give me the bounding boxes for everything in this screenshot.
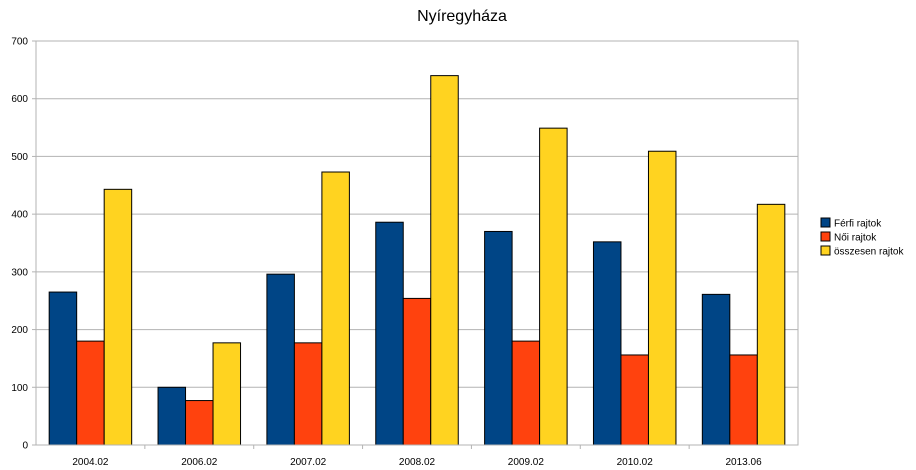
bar-összesen-rajtok-2010.02 [647, 150, 677, 446]
bar-női-rajtok-2009.02 [511, 340, 541, 446]
plot-area-border [35, 40, 799, 446]
bar-összesen-rajtok-2013.06 [756, 203, 786, 446]
legend-swatch [820, 245, 831, 256]
bar-női-rajtok-2007.02 [293, 342, 323, 446]
bar-női-rajtok-2008.02 [402, 297, 432, 446]
bar-női-rajtok-2006.02 [185, 400, 214, 446]
bar-női-rajtok-2013.06 [729, 354, 758, 446]
legend-swatch [820, 217, 831, 228]
legend: Férfi rajtok Női rajtok összesen rajtok [820, 217, 904, 258]
bars [48, 75, 786, 446]
x-tick-label: 2009.02 [508, 457, 545, 468]
x-axis-ticks: 2004.02 2006.02 2007.02 2008.02 2009.02 2010.… [72, 445, 762, 468]
x-tick-label: 2006.02 [181, 457, 218, 468]
chart-title: Nyíregyháza [417, 8, 507, 25]
legend-label: Női rajtok [834, 233, 877, 244]
y-tick-label: 100 [11, 383, 28, 394]
bar-női-rajtok-2010.02 [620, 354, 649, 446]
x-tick-label: 2008.02 [399, 457, 436, 468]
y-tick-label: 600 [11, 94, 28, 105]
bar-férfi-rajtok-2004.02 [48, 291, 78, 446]
bar-összesen-rajtok-2004.02 [103, 188, 133, 446]
x-tick-label: 2004.02 [72, 457, 109, 468]
bar-férfi-rajtok-2009.02 [484, 230, 513, 446]
y-tick-label: 400 [11, 210, 28, 221]
y-tick-label: 200 [11, 325, 28, 336]
bar-összesen-rajtok-2009.02 [539, 127, 568, 446]
bar-férfi-rajtok-2010.02 [592, 241, 622, 446]
x-tick-label: 2007.02 [290, 457, 327, 468]
legend-swatch [820, 231, 831, 242]
y-tick-label: 300 [11, 267, 28, 278]
y-tick-label: 500 [11, 152, 28, 163]
bar-összesen-rajtok-2006.02 [212, 342, 242, 446]
bar-összesen-rajtok-2007.02 [321, 171, 350, 446]
y-tick-label: 0 [22, 441, 28, 452]
axes [35, 40, 799, 446]
bar-férfi-rajtok-2006.02 [157, 386, 187, 446]
bar-női-rajtok-2004.02 [76, 340, 105, 446]
y-tick-label: 700 [11, 37, 28, 48]
bar-férfi-rajtok-2007.02 [266, 273, 295, 446]
bar-férfi-rajtok-2008.02 [375, 221, 404, 446]
y-axis-ticks: 0 100 200 300 400 500 600 700 [11, 37, 36, 452]
legend-label: összesen rajtok [834, 247, 904, 258]
x-tick-label: 2013.06 [725, 457, 762, 468]
bar-férfi-rajtok-2013.06 [701, 293, 731, 446]
x-tick-label: 2010.02 [617, 457, 654, 468]
bar-összesen-rajtok-2008.02 [430, 75, 459, 446]
legend-label: Férfi rajtok [834, 219, 882, 230]
